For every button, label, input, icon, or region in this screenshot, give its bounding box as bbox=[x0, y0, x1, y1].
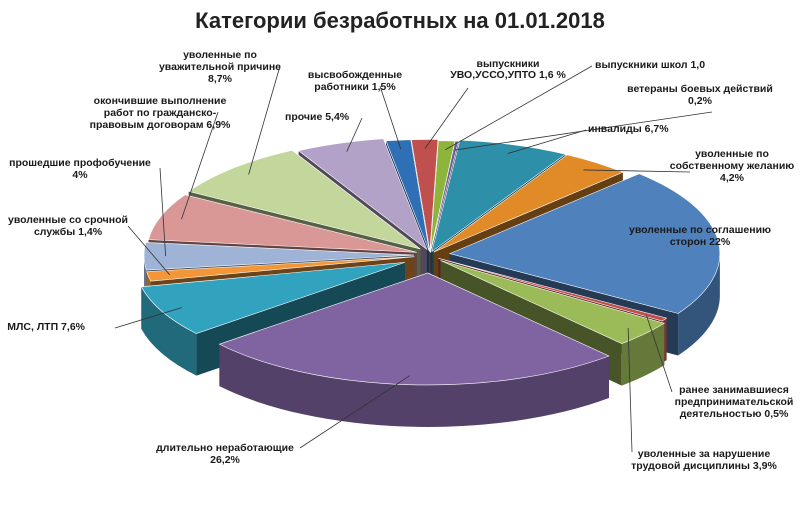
slice-label-6: уволенные за нарушение трудовой дисциплин… bbox=[631, 448, 777, 472]
slice-label-0: выпускники школ 1,0 bbox=[595, 59, 705, 71]
pie-slice-11 bbox=[148, 194, 417, 253]
leader-line-5 bbox=[645, 314, 673, 393]
slice-label-7: длительно неработающие 26,2% bbox=[156, 442, 294, 466]
pie-slice-13 bbox=[297, 138, 428, 251]
leader-line-15 bbox=[424, 87, 469, 149]
slice-label-14: высвобожденные работники 1,5% bbox=[308, 69, 402, 93]
slice-label-15: УВО,УССО,УПТО 1,6 % bbox=[450, 69, 566, 81]
leader-line-13 bbox=[346, 117, 363, 152]
slice-label-1: ветераны боевых действий 0,2% bbox=[627, 83, 773, 107]
leader-line-6 bbox=[627, 328, 633, 453]
slice-label-2: инвалиды 6,7% bbox=[588, 123, 669, 135]
pie-slice-14 bbox=[385, 139, 430, 252]
pie-slice-15 bbox=[410, 139, 439, 252]
leader-line-9 bbox=[127, 225, 171, 276]
leader-line-2 bbox=[507, 129, 587, 154]
slice-labels: выпускники школ 1,0 ветераны боевых дейст… bbox=[7, 49, 794, 472]
leader-line-0 bbox=[445, 65, 593, 151]
leader-line-14 bbox=[379, 85, 402, 150]
pie-slice-3 bbox=[433, 154, 624, 253]
pie-slice-12 bbox=[187, 150, 421, 250]
slice-label-3: уволенные по собственному желанию 4,2% bbox=[670, 148, 795, 184]
pie-slice-10 bbox=[143, 242, 415, 271]
slice-label-9: уволенные со срочной службы 1,4% bbox=[8, 214, 128, 238]
slice-label-13: прочие 5,4% bbox=[285, 111, 350, 123]
leader-line-11 bbox=[181, 111, 219, 220]
pie-slices bbox=[140, 138, 721, 427]
chart-title: Категории безработных на 01.01.2018 bbox=[195, 8, 605, 33]
pie-slice-8 bbox=[140, 262, 405, 334]
slice-label-5: ранее занимавшиеся предпринимательской дея… bbox=[675, 384, 794, 420]
pie-slice-6 bbox=[440, 260, 665, 344]
slice-label-4: уволенные по соглашению сторон 22% bbox=[629, 224, 771, 248]
leader-line-7 bbox=[299, 375, 410, 449]
slice-label-12: уволенные по уважительной причине 8,7% bbox=[159, 49, 281, 85]
slice-label-11: окончившие выполнение работ по гражданско… bbox=[90, 95, 231, 131]
slice-label-16: выпускники bbox=[477, 58, 540, 70]
pie-slice-7 bbox=[218, 272, 610, 386]
pie-slice-4 bbox=[448, 173, 721, 314]
leader-line-3 bbox=[583, 169, 691, 173]
leader-line-12 bbox=[248, 65, 281, 175]
pie-slice-1 bbox=[430, 140, 459, 253]
slice-label-10: прошедшие профобучение 4% bbox=[9, 157, 151, 181]
slice-label-8: МЛС, ЛТП 7,6% bbox=[7, 321, 85, 333]
pie-slice-9 bbox=[146, 256, 415, 282]
pie-slice-5 bbox=[438, 257, 668, 322]
leader-line-10 bbox=[159, 167, 167, 257]
leader-line-8 bbox=[114, 307, 182, 329]
